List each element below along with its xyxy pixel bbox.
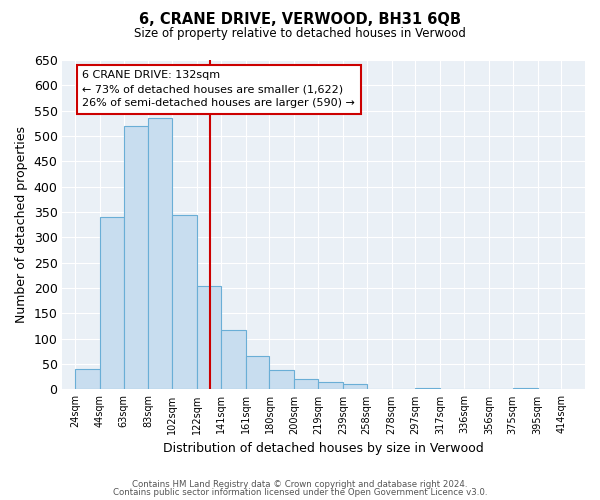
Bar <box>221 330 246 390</box>
Y-axis label: Number of detached properties: Number of detached properties <box>15 126 28 323</box>
Text: Contains public sector information licensed under the Open Government Licence v3: Contains public sector information licen… <box>113 488 487 497</box>
Bar <box>415 388 440 390</box>
Bar <box>148 118 172 390</box>
Bar <box>124 126 148 390</box>
Bar <box>269 370 295 390</box>
Bar <box>197 286 221 390</box>
Text: 6, CRANE DRIVE, VERWOOD, BH31 6QB: 6, CRANE DRIVE, VERWOOD, BH31 6QB <box>139 12 461 28</box>
Bar <box>343 384 367 390</box>
Text: Contains HM Land Registry data © Crown copyright and database right 2024.: Contains HM Land Registry data © Crown c… <box>132 480 468 489</box>
Bar <box>295 380 318 390</box>
Bar <box>100 217 124 390</box>
X-axis label: Distribution of detached houses by size in Verwood: Distribution of detached houses by size … <box>163 442 484 455</box>
Bar <box>318 382 343 390</box>
Bar <box>246 356 269 390</box>
Bar <box>172 214 197 390</box>
Text: 6 CRANE DRIVE: 132sqm
← 73% of detached houses are smaller (1,622)
26% of semi-d: 6 CRANE DRIVE: 132sqm ← 73% of detached … <box>82 70 355 108</box>
Bar <box>512 388 538 390</box>
Bar <box>75 369 100 390</box>
Text: Size of property relative to detached houses in Verwood: Size of property relative to detached ho… <box>134 28 466 40</box>
